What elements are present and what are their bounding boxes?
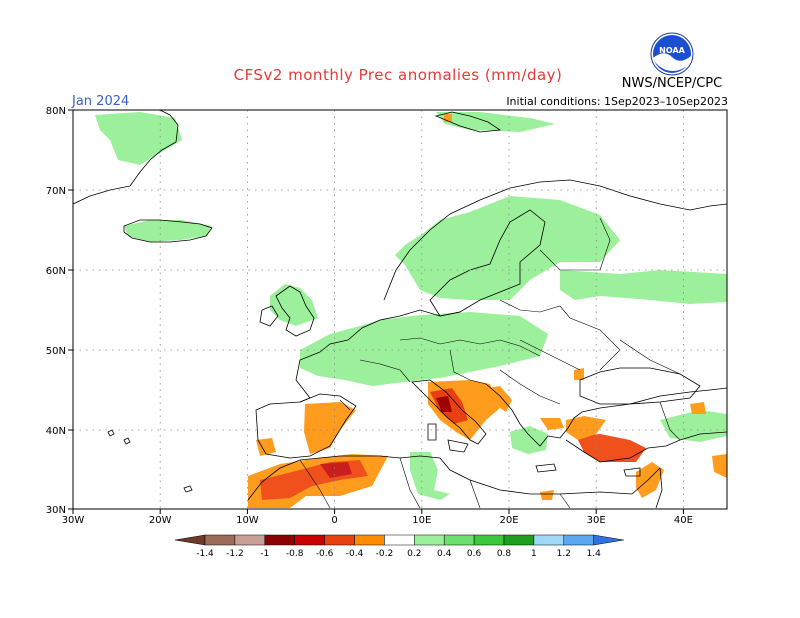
- logo-text: NOAA: [659, 46, 685, 55]
- legend-label: 0.6: [467, 549, 482, 559]
- positive-anomaly-shading: [95, 112, 727, 500]
- anomaly-aegean: [540, 418, 564, 430]
- lat-tick-label: 30N: [46, 505, 66, 516]
- anomaly-svalbard: [436, 112, 555, 132]
- coast-svalbard: [434, 111, 502, 133]
- anomaly-balkans: [488, 386, 512, 412]
- lat-tick-label: 60N: [46, 266, 66, 277]
- anomaly-iberia-east: [304, 402, 356, 454]
- anomaly-iceland: [124, 220, 212, 242]
- anomaly-western-russia: [560, 270, 727, 304]
- anomaly-greece: [510, 426, 548, 454]
- coast-italy: [411, 379, 487, 453]
- legend-swatch: [414, 534, 445, 546]
- legend-swatch: [563, 534, 594, 546]
- coast-baltic: [429, 209, 546, 317]
- lon-tick-label: 40E: [674, 515, 693, 526]
- anomaly-crete: [540, 490, 554, 500]
- anomaly-sardinia: [410, 452, 450, 500]
- legend-label: -1.4: [196, 549, 214, 559]
- anomaly-italy-dark: [436, 396, 452, 412]
- coast-turkey-south: [565, 431, 727, 463]
- legend-arrow-high: [593, 534, 624, 546]
- axis-ticks: [68, 109, 684, 514]
- legend-label: 1: [531, 549, 537, 559]
- map-frame: [72, 109, 728, 510]
- legend-swatch: [264, 534, 295, 546]
- legend-label: 1.2: [557, 549, 571, 559]
- coast-azores: [107, 429, 131, 445]
- lat-lon-grid: [73, 110, 727, 509]
- anomaly-morocco-dark: [320, 462, 352, 478]
- coast-crete-cyprus: [535, 463, 641, 477]
- legend-label: -0.6: [316, 549, 334, 559]
- legend-label: 0.2: [407, 549, 421, 559]
- anomaly-caucasus: [660, 410, 727, 442]
- coast-balkans-greece: [485, 383, 727, 447]
- noaa-logo-icon: NOAA: [650, 32, 694, 76]
- lon-tick-label: 10W: [236, 515, 259, 526]
- anomaly-british-isles: [270, 284, 318, 326]
- lat-tick-label: 50N: [46, 346, 66, 357]
- negative-anomaly-shading: [248, 114, 727, 508]
- legend-label: 0.8: [497, 549, 512, 559]
- color-legend: -1.4 -1.2 -1 -0.8 -0.6 -0.4 -0.2 0.2 0.4 0.6 0.8 1 1…: [174, 534, 624, 559]
- legend-swatch: [204, 534, 236, 546]
- legend-arrow-low: [174, 534, 206, 546]
- legend-label: -1.2: [226, 549, 244, 559]
- lon-tick-label: 20E: [499, 515, 518, 526]
- anomaly-levant: [636, 462, 664, 498]
- legend-label: 1.4: [587, 549, 602, 559]
- legend-label: -0.8: [286, 549, 304, 559]
- anomaly-caucasus-south: [690, 402, 706, 414]
- lat-tick-label: 40N: [46, 426, 66, 437]
- anomaly-libya-coast: [574, 368, 584, 380]
- legend-label: 0.4: [437, 549, 452, 559]
- legend-label: -0.4: [346, 549, 364, 559]
- coastlines: [73, 110, 727, 509]
- legend-label: -0.2: [376, 549, 394, 559]
- legend-swatch: [443, 534, 475, 546]
- legend-swatch: [473, 534, 505, 546]
- anomaly-turkey-south: [576, 434, 646, 462]
- legend-swatch: [384, 534, 415, 546]
- lat-tick-label: 80N: [46, 106, 66, 117]
- anomaly-greenland: [95, 112, 182, 165]
- anomaly-caspian: [712, 454, 727, 478]
- legend-label: -1: [260, 549, 269, 559]
- initial-conditions: Initial conditions: 1Sep2023–10Sep2023: [506, 95, 728, 108]
- lon-tick-label: 30W: [62, 515, 85, 526]
- lat-tick-label: 70N: [46, 186, 66, 197]
- lon-tick-label: 0: [331, 515, 337, 526]
- lon-tick-label: 10E: [412, 515, 431, 526]
- agency-label: NWS/NCEP/CPC: [621, 76, 723, 91]
- legend-swatch: [354, 534, 385, 546]
- legend-swatch: [234, 534, 266, 546]
- coast-iberia: [255, 393, 357, 459]
- lon-tick-label: 30E: [587, 515, 606, 526]
- coast-canary: [183, 485, 193, 493]
- coast-greenland: [73, 110, 179, 205]
- coast-levant: [655, 467, 663, 509]
- legend-swatch: [294, 534, 325, 546]
- coast-iceland: [123, 219, 213, 243]
- forecast-month: Jan 2024: [72, 94, 130, 109]
- country-borders: [299, 217, 681, 509]
- anomaly-scandinavia: [395, 196, 620, 300]
- lon-tick-label: 20W: [149, 515, 172, 526]
- anomaly-central-europe: [300, 312, 548, 386]
- legend-swatch: [324, 534, 355, 546]
- coast-british-isles: [259, 285, 315, 337]
- coast-black-sea: [579, 367, 701, 405]
- coast-scandinavia: [383, 179, 727, 301]
- map-title: CFSv2 monthly Prec anomalies (mm/day): [233, 66, 563, 84]
- coast-north-africa: [247, 455, 661, 501]
- anomaly-iberia-south: [256, 438, 276, 456]
- legend-swatch: [533, 534, 565, 546]
- legend-swatch: [503, 534, 535, 546]
